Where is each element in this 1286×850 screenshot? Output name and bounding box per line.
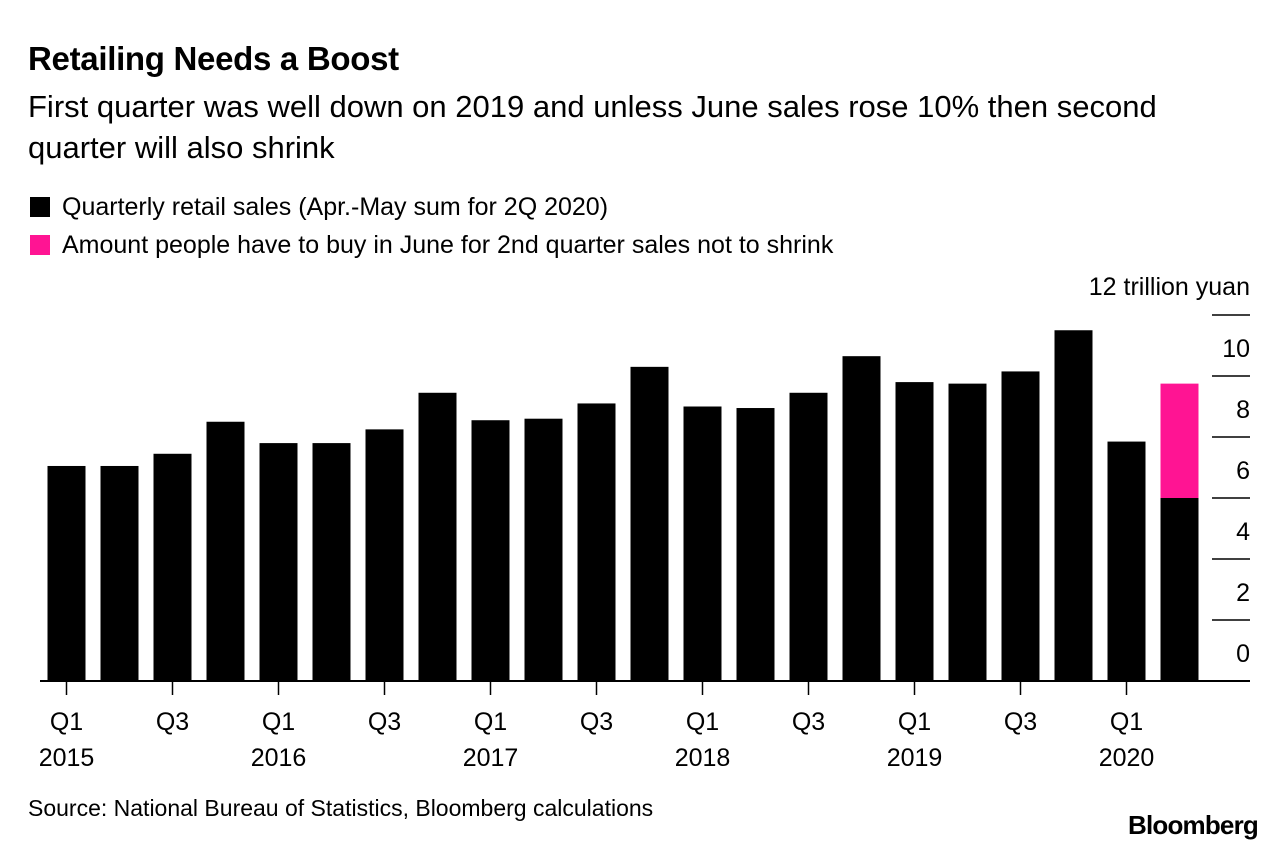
bar-retail-sales (47, 465, 86, 681)
x-tick-label-quarter: Q3 (1004, 708, 1037, 736)
bar-retail-sales (206, 421, 245, 681)
x-tick-label-year: 2015 (39, 744, 95, 772)
bar-retail-sales (1107, 441, 1146, 681)
bar-retail-sales (948, 383, 987, 681)
bar-retail-sales (153, 453, 192, 681)
y-tick-label: 10 (1222, 335, 1250, 363)
y-tick-label: 8 (1236, 396, 1250, 424)
x-tick-label-quarter: Q3 (156, 708, 189, 736)
bar-retail-sales (100, 465, 139, 681)
chart-subtitle: First quarter was well down on 2019 and … (28, 89, 1157, 165)
x-tick-label-quarter: Q1 (1110, 708, 1143, 736)
x-tick-label-quarter: Q3 (580, 708, 613, 736)
x-tick-label-quarter: Q1 (474, 708, 507, 736)
bar-june-amount (1160, 383, 1199, 498)
bar-retail-sales (577, 403, 616, 681)
bar-retail-sales (471, 420, 510, 681)
bar-retail-sales (630, 366, 669, 681)
legend-item-june-amount: Amount people have to buy in June for 2n… (30, 226, 833, 264)
bar-retail-sales (895, 382, 934, 681)
bar-retail-sales (365, 429, 404, 681)
bar-retail-sales (1054, 330, 1093, 681)
x-tick-label-year: 2020 (1099, 744, 1155, 772)
legend-item-retail-sales: Quarterly retail sales (Apr.-May sum for… (30, 188, 833, 226)
x-tick-label-quarter: Q3 (368, 708, 401, 736)
y-tick-label: 6 (1236, 457, 1250, 485)
bar-retail-sales (259, 443, 298, 681)
legend-label-retail-sales: Quarterly retail sales (Apr.-May sum for… (62, 192, 609, 221)
chart-title: Retailing Needs a Boost (28, 40, 399, 77)
x-tick-label-year: 2017 (463, 744, 519, 772)
x-tick-label-year: 2016 (251, 744, 307, 772)
legend-label-june-amount: Amount people have to buy in June for 2n… (62, 230, 834, 259)
y-axis-unit-label: 12 trillion yuan (1089, 273, 1250, 301)
bar-retail-sales (312, 443, 351, 681)
y-tick-label: 4 (1236, 518, 1250, 546)
legend: Quarterly retail sales (Apr.-May sum for… (30, 188, 833, 264)
bar-retail-sales (1160, 498, 1199, 681)
bar-retail-sales (524, 418, 563, 681)
bar-retail-sales (842, 356, 881, 681)
legend-swatch-black (30, 197, 50, 217)
bloomberg-logo: Bloomberg (1127, 810, 1259, 840)
y-tick-label: 2 (1236, 579, 1250, 607)
x-tick-label-quarter: Q1 (50, 708, 83, 736)
x-tick-label-quarter: Q1 (686, 708, 719, 736)
bar-retail-sales (418, 392, 457, 681)
bar-retail-sales (683, 406, 722, 681)
bar-retail-sales (736, 408, 775, 681)
x-tick-label-quarter: Q1 (262, 708, 295, 736)
x-tick-label-quarter: Q1 (898, 708, 931, 736)
y-tick-label: 0 (1236, 640, 1250, 668)
x-tick-label-year: 2018 (675, 744, 731, 772)
source-note: Source: National Bureau of Statistics, B… (28, 795, 654, 821)
x-tick-label-year: 2019 (887, 744, 943, 772)
bar-retail-sales (1001, 371, 1040, 681)
x-tick-label-quarter: Q3 (792, 708, 825, 736)
bar-retail-sales (789, 392, 828, 681)
legend-swatch-pink (30, 235, 50, 255)
